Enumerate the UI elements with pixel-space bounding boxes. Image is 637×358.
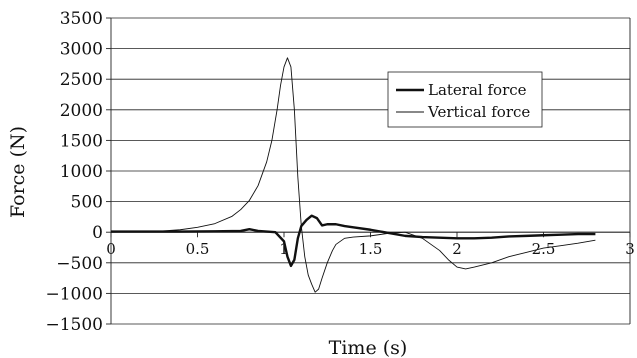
y-tick-label-8: 2500 xyxy=(60,70,103,90)
y-tick-label-4: 500 xyxy=(71,193,103,213)
y-tick-label-6: 1500 xyxy=(60,131,103,151)
y-tick-label-7: 2000 xyxy=(60,101,103,121)
x-tick-label-4: 2 xyxy=(452,240,462,258)
series-line-vertical-force xyxy=(110,57,596,293)
y-tick-label-10: 3500 xyxy=(60,9,103,29)
y-tick-label-1: −1000 xyxy=(45,284,103,304)
legend-label-lateral-force: Lateral force xyxy=(428,81,527,99)
legend-box xyxy=(387,71,543,128)
series-lines xyxy=(110,57,596,293)
x-tick-label-1: 0.5 xyxy=(186,240,210,258)
y-tick-label-2: −500 xyxy=(56,254,103,274)
legend: Lateral force Vertical force xyxy=(387,71,543,128)
x-tick-label-5: 2.5 xyxy=(532,240,556,258)
axes xyxy=(106,17,631,325)
x-axis-title: Time (s) xyxy=(329,337,408,358)
x-tick-label-2: 1 xyxy=(279,240,289,258)
x-tick-label-0: 0 xyxy=(106,240,116,258)
y-tick-label-3: 0 xyxy=(92,223,103,243)
gridlines xyxy=(111,17,630,325)
legend-label-vertical-force: Vertical force xyxy=(427,103,530,121)
series-line-lateral-force xyxy=(111,214,596,268)
y-tick-label-0: −1500 xyxy=(45,315,103,335)
x-tick-label-6: 3 xyxy=(625,240,635,258)
tick-labels: −1500−1000−50005001000150020002500300035… xyxy=(45,9,634,335)
y-tick-label-9: 3000 xyxy=(60,40,103,60)
x-tick-label-3: 1.5 xyxy=(359,240,383,258)
y-axis-title: Force (N) xyxy=(7,126,29,218)
y-tick-label-5: 1000 xyxy=(60,162,103,182)
